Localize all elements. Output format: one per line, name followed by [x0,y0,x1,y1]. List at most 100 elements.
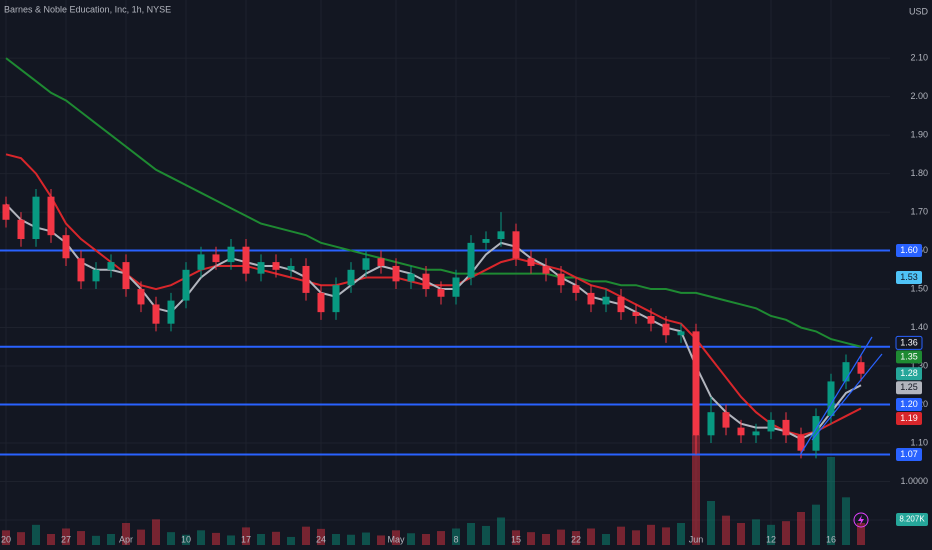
candle-body [257,262,265,274]
volume-bar [227,535,235,545]
volume-bar [587,528,595,545]
candle-body [362,258,370,270]
chart-title: Barnes & Noble Education, Inc, 1h, NYSE [4,4,171,14]
price-label: 1.19 [900,413,918,423]
candle-body [827,381,835,417]
candle-body [47,196,55,236]
volume-bar [17,532,25,545]
volume-bar [437,531,445,545]
volume-bar [512,530,520,545]
volume-bar [767,524,775,545]
candle-body [407,273,415,282]
candle-body [737,427,745,436]
candle-body [197,254,205,270]
y-tick-label: 1.80 [910,168,928,178]
volume-bar [272,531,280,545]
x-tick-label: 12 [766,534,776,544]
volume-bar [782,521,790,545]
volume-bar [137,529,145,545]
price-label-badge [896,350,922,364]
volume-bar [62,528,70,545]
price-label: 1.35 [900,351,918,361]
lightning-icon[interactable] [858,515,864,525]
volume-bar [722,515,730,545]
y-tick-label: 1.40 [910,322,928,332]
candle-body [302,265,310,293]
volume-bar [857,523,865,545]
price-label-badge [896,367,922,381]
volume-bar [572,531,580,545]
candle-body [797,435,805,451]
volume-bar [122,523,130,545]
volume-bar [422,534,430,545]
price-label-badge [896,398,922,412]
y-tick-label: 1.0000 [900,476,928,486]
volume-bar [167,532,175,545]
volume-bar [527,532,535,545]
volume-bar [407,533,415,545]
price-label: 1.53 [900,272,918,282]
x-tick-label: 10 [181,534,191,544]
currency: USD [909,6,929,16]
volume-bar [152,519,160,545]
candle-body [17,219,25,240]
candle-body [512,231,520,259]
volume-bar [347,534,355,545]
candle-body [437,289,445,297]
candle-body [137,289,145,305]
volume-bar [662,527,670,545]
volume-bar [242,527,250,545]
x-tick-label: Apr [119,534,133,544]
volume-bar [752,519,760,545]
candle-body [857,362,865,374]
volume-bar [677,523,685,545]
candle-body [167,300,175,324]
candle-body [287,265,295,270]
volume-bar [212,532,220,545]
x-tick-label: 17 [241,534,251,544]
volume-bar [542,534,550,545]
y-tick-label: 1.90 [910,129,928,139]
candle-body [767,419,775,432]
volume-bar [827,457,835,545]
candle-body [92,269,100,282]
trend-line [811,353,883,441]
trend-line [799,336,873,456]
y-tick-label: 1.30 [910,360,928,370]
volume-bar [47,534,55,545]
candle-body [452,277,460,297]
x-tick-label: 27 [61,534,71,544]
volume-bar [377,535,385,545]
candle-body [647,315,655,324]
lightning-icon[interactable] [853,512,869,528]
candle-body [467,242,475,278]
volume-bar [362,532,370,545]
candle-body [812,416,820,451]
candle-body [227,246,235,263]
moving-average [5,203,862,441]
candle-body [527,258,535,266]
candle-body [242,246,250,274]
price-label: 1.28 [900,368,918,378]
price-label: 1.20 [900,399,918,409]
x-tick-label: 22 [571,534,581,544]
volume-label: 8.207K [899,515,925,524]
candle-body [752,431,760,436]
volume-bar [692,435,700,545]
volume-bar [482,525,490,545]
volume-bar [302,526,310,545]
candle-body [572,285,580,293]
volume-bar [77,531,85,545]
candle-body [662,323,670,336]
volume-bar [2,530,10,545]
price-label-badge [896,448,922,462]
moving-average [5,57,862,348]
volume-bar [32,524,40,545]
candle-body [347,269,355,286]
volume-bar [92,535,100,545]
candle-body [2,204,10,220]
volume-bar [332,534,340,545]
y-tick-label: 1.50 [910,283,928,293]
volume-bar [182,534,190,545]
